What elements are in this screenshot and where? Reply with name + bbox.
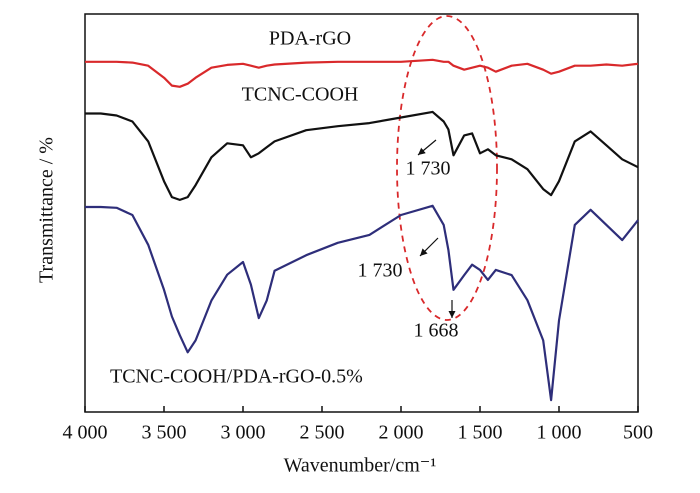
series-label: TCNC-COOH (242, 84, 359, 106)
series-label: PDA-rGO (269, 28, 351, 50)
x-tick-label: 3 000 (221, 422, 266, 444)
x-axis-label: Wavenumber/cm⁻¹ (284, 455, 437, 477)
series-label: TCNC-COOH/PDA-rGO-0.5% (110, 366, 363, 388)
spectrum-line (85, 204, 639, 402)
peak-label: 1 730 (358, 260, 403, 282)
peak-label: 1 730 (406, 158, 451, 180)
x-tick-label: 2 000 (379, 422, 424, 444)
plot-frame (84, 13, 639, 413)
x-tick-label: 3 500 (142, 422, 187, 444)
spectrum-line (85, 110, 639, 201)
spectrum-line (85, 58, 639, 88)
x-tick-label: 1 000 (537, 422, 582, 444)
x-tick-label: 2 500 (300, 422, 345, 444)
x-tick-label: 500 (623, 422, 653, 444)
arrow (417, 139, 437, 156)
x-tick-label: 1 500 (458, 422, 503, 444)
x-tick-label: 4 000 (63, 422, 108, 444)
y-axis-label: Transmittance / % (36, 137, 58, 283)
peak-label: 1 668 (414, 320, 459, 342)
highlight-ellipse (396, 15, 498, 321)
arrow (419, 237, 439, 257)
